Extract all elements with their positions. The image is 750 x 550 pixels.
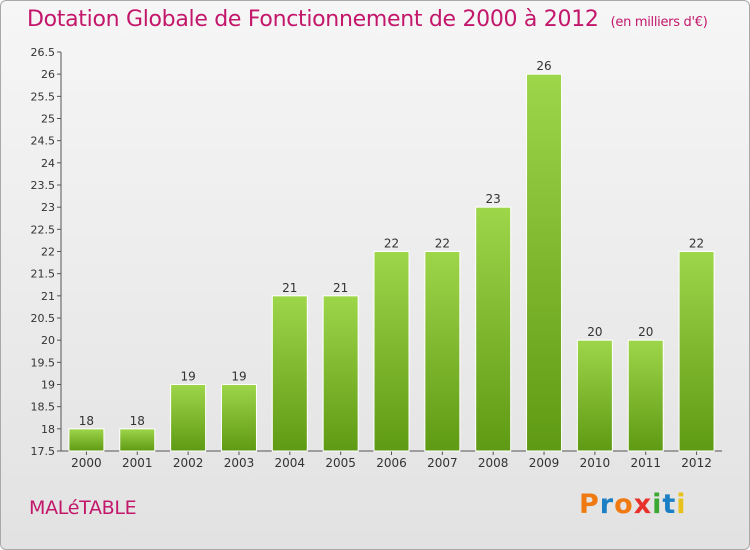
bar-value-label: 22 [435,237,450,251]
y-tick-label: 23 [41,201,55,214]
bar-value-label: 26 [536,59,551,73]
x-tick-label: 2005 [325,456,356,470]
logo-letter: t [662,489,677,520]
bar-2005 [322,295,359,452]
proxiti-logo: Proxiti [579,489,687,520]
bar-2007 [424,251,461,452]
x-tick-label: 2012 [681,456,712,470]
commune-name: MALéTABLE [29,497,137,519]
title-text: Dotation Globale de Fonctionnement de 20… [27,7,599,32]
bar-2004 [271,295,308,452]
axis-layer: 17.5 18 18.5 19 19.5 20 20.5 21 21.5 22 22.5 23 23.5… [31,46,722,470]
y-tick-label: 18.5 [31,401,56,414]
bar-2006 [373,251,410,452]
x-tick-label: 2000 [71,456,102,470]
x-tick-label: 2007 [427,456,458,470]
y-tick-label: 18 [41,423,55,436]
x-tick-label: 2006 [376,456,407,470]
y-tick-label: 25.5 [31,90,56,103]
y-tick-label: 22.5 [31,223,56,236]
y-tick-label: 20.5 [31,312,56,325]
logo-letter: o [614,489,634,520]
y-tick-label: 19 [41,379,55,392]
bar-2010 [576,339,613,452]
y-tick-label: 25 [41,113,55,126]
bar-value-label: 18 [79,414,94,428]
x-tick-label: 2004 [275,456,306,470]
chart-title: Dotation Globale de Fonctionnement de 20… [27,7,708,32]
unit-label: (en milliers d'€) [610,15,708,30]
y-tick-label: 21 [41,290,55,303]
bar-value-label: 23 [486,192,501,206]
bar-2012 [678,251,715,452]
logo-letter: r [599,489,615,520]
bar-value-label: 22 [689,237,704,251]
bar-value-label: 21 [282,281,297,295]
y-tick-label: 21.5 [31,268,56,281]
bar-value-label: 19 [231,370,246,384]
bar-2000 [68,428,105,452]
bar-2011 [627,339,664,452]
logo-letter: P [579,489,600,520]
y-tick-label: 24 [41,157,55,170]
bar-value-label: 20 [638,325,653,339]
logo-letter: i [652,489,663,520]
bar-2001 [119,428,156,452]
x-tick-label: 2011 [630,456,661,470]
y-tick-label: 23.5 [31,179,56,192]
bar-value-label: 22 [384,237,399,251]
bar-2008 [475,206,512,452]
bar-value-label: 20 [587,325,602,339]
logo-letter: i [676,489,687,520]
bar-value-label: 18 [130,414,145,428]
x-tick-label: 2003 [224,456,255,470]
y-tick-label: 19.5 [31,356,56,369]
bar-2002 [170,384,207,452]
y-tick-label: 22 [41,246,55,259]
y-tick-label: 20 [41,334,55,347]
y-tick-label: 24.5 [31,135,56,148]
y-tick-label: 26.5 [31,46,56,59]
y-tick-label: 17.5 [31,445,56,458]
x-tick-label: 2010 [580,456,611,470]
x-tick-label: 2002 [173,456,204,470]
bar-2003 [220,384,257,452]
bar-value-label: 19 [180,370,195,384]
logo-letter: x [633,489,653,520]
x-tick-label: 2008 [478,456,509,470]
x-tick-label: 2009 [529,456,560,470]
bar-2009 [526,73,563,452]
y-tick-label: 26 [41,68,55,81]
x-tick-label: 2001 [122,456,153,470]
bar-value-label: 21 [333,281,348,295]
bar-layer: 18 18 19 19 21 21 22 22 23 26 20 20 22 [68,59,715,452]
